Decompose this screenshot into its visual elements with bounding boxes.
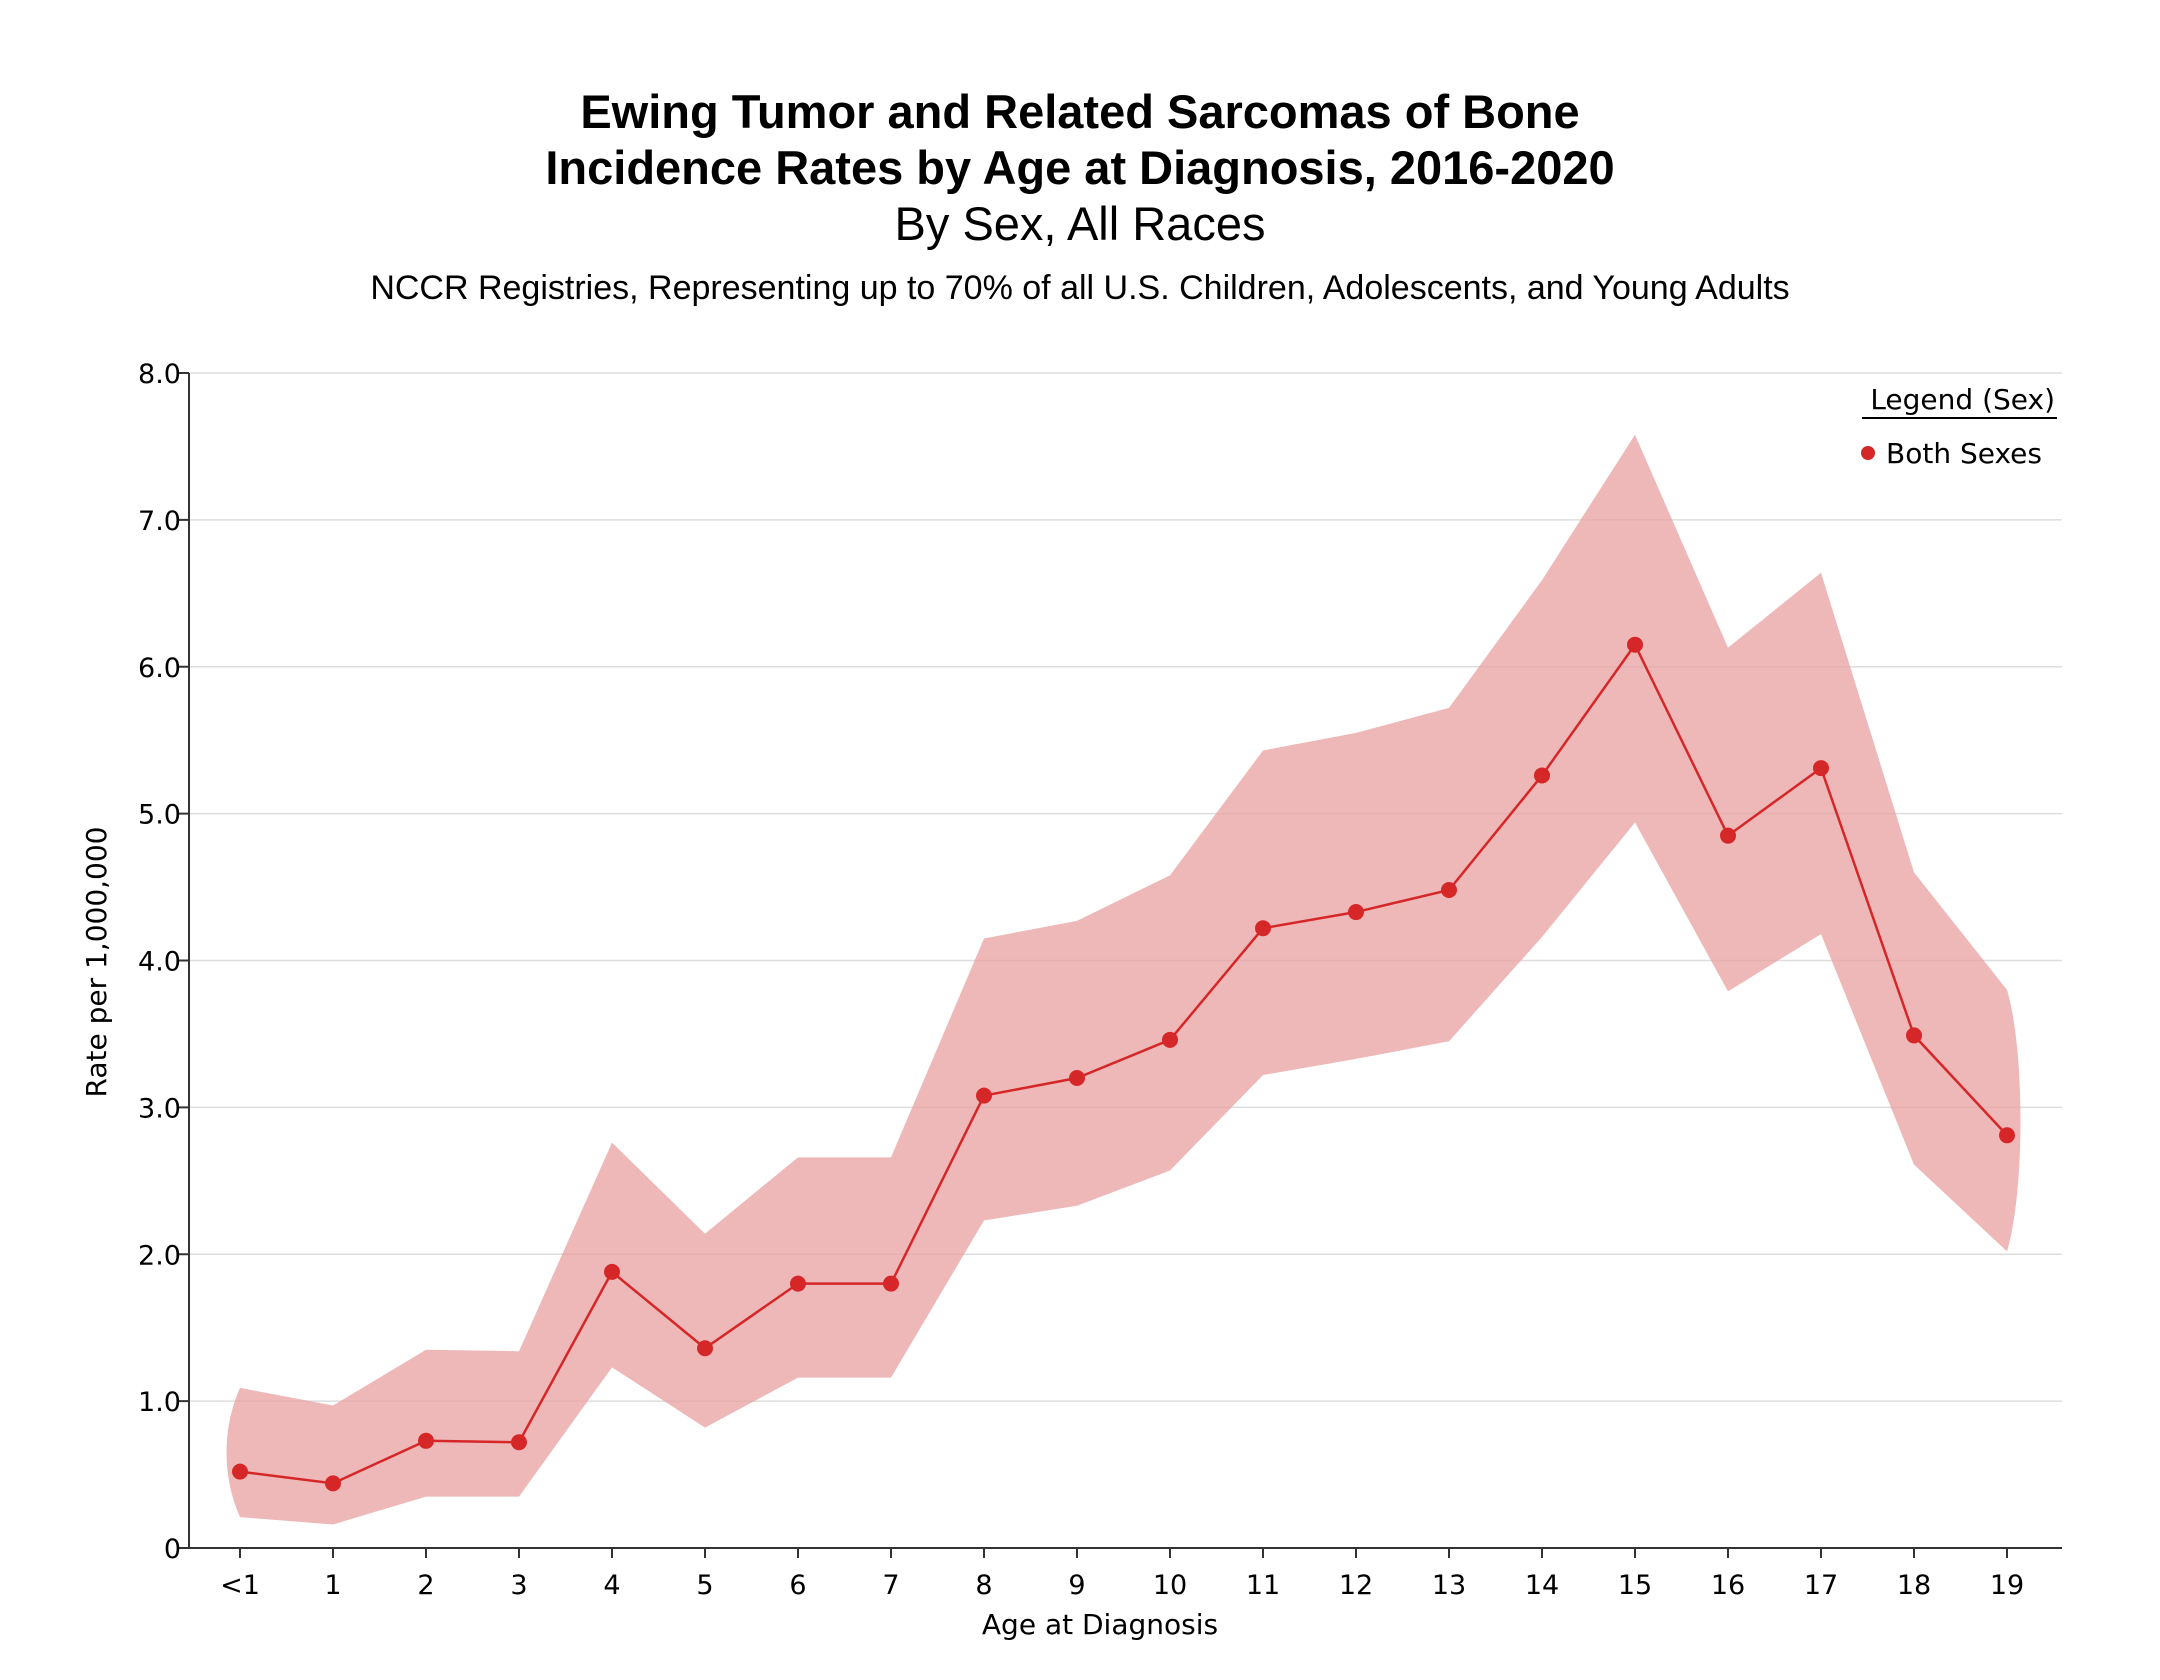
x-tick-label: 3 [510, 1570, 527, 1601]
x-tick-label: 16 [1711, 1570, 1745, 1601]
y-axis-ticks: 0 1.0 2.0 3.0 4.0 5.0 6.0 7.0 8.0 [138, 359, 189, 1565]
x-tick-label: 4 [603, 1570, 620, 1601]
data-point[interactable] [418, 1432, 434, 1449]
data-point[interactable] [1534, 767, 1550, 784]
data-point[interactable] [232, 1463, 248, 1480]
data-point[interactable] [1255, 920, 1271, 937]
x-tick-label: 12 [1339, 1570, 1373, 1601]
data-point[interactable] [325, 1475, 341, 1492]
confidence-bands [226, 434, 2021, 1525]
grid-lines [189, 372, 2062, 1402]
data-points [232, 636, 2015, 1492]
data-point[interactable] [1441, 882, 1457, 898]
data-point[interactable] [1999, 1127, 2015, 1144]
series-lines [239, 642, 2008, 1485]
chart-subtitle: Incidence Rates by Age at Diagnosis, 201… [545, 141, 1615, 194]
chart-title: Ewing Tumor and Related Sarcomas of Bone [580, 85, 1580, 138]
y-tick-label: 7.0 [138, 506, 181, 537]
y-axis-label: Rate per 1,000,000 [80, 826, 113, 1097]
data-point[interactable] [1627, 636, 1643, 653]
y-tick-label: 2.0 [138, 1240, 181, 1271]
y-tick-label: 3.0 [138, 1093, 181, 1124]
x-tick-label: 19 [1990, 1570, 2024, 1601]
y-tick-label: 5.0 [138, 800, 181, 831]
data-point[interactable] [1069, 1070, 1085, 1086]
y-tick-label: 1.0 [138, 1387, 181, 1418]
y-tick-label: 6.0 [138, 653, 181, 684]
x-tick-label: 18 [1897, 1570, 1931, 1601]
data-point[interactable] [604, 1263, 620, 1280]
x-tick-label: 15 [1618, 1570, 1652, 1601]
data-point[interactable] [1162, 1031, 1178, 1048]
x-axis-label: Age at Diagnosis [982, 1608, 1218, 1641]
x-tick-label: 17 [1804, 1570, 1838, 1601]
legend-item-both-sexes[interactable]: Both Sexes [1861, 437, 2042, 470]
confidence-band [226, 434, 2021, 1525]
x-tick-label: 2 [417, 1570, 434, 1601]
data-point[interactable] [976, 1087, 992, 1104]
legend-marker [1861, 446, 1875, 460]
chart-titles: Ewing Tumor and Related Sarcomas of Bone… [0, 84, 2160, 310]
x-tick-label: 9 [1068, 1570, 1085, 1601]
x-tick-label: 7 [882, 1570, 899, 1601]
data-point[interactable] [790, 1275, 806, 1292]
legend-title: Legend (Sex) [1870, 383, 2055, 416]
y-tick-label: 4.0 [138, 947, 181, 978]
x-tick-label: 14 [1525, 1570, 1559, 1601]
data-point[interactable] [1348, 904, 1364, 921]
chart-subtitle-2: By Sex, All Races [894, 197, 1266, 250]
data-point[interactable] [883, 1275, 899, 1292]
y-tick-label: 8.0 [138, 359, 181, 390]
legend: Legend (Sex) Both Sexes [1861, 383, 2057, 470]
data-point[interactable] [511, 1434, 527, 1451]
data-point[interactable] [697, 1340, 713, 1357]
data-point[interactable] [1813, 760, 1829, 777]
x-tick-label: 6 [789, 1570, 806, 1601]
x-tick-label: 1 [324, 1570, 341, 1601]
legend-item-label: Both Sexes [1886, 437, 2042, 470]
x-tick-label: <1 [220, 1570, 260, 1601]
x-tick-label: 8 [975, 1570, 992, 1601]
x-tick-label: 11 [1246, 1570, 1280, 1601]
x-tick-label: 13 [1432, 1570, 1466, 1601]
x-tick-label: 10 [1153, 1570, 1187, 1601]
data-point[interactable] [1906, 1027, 1922, 1044]
y-tick-label: 0 [164, 1534, 181, 1565]
x-tick-label: 5 [696, 1570, 713, 1601]
data-point[interactable] [1720, 827, 1736, 844]
series-line [239, 642, 2008, 1485]
chart-subtitle-3: NCCR Registries, Representing up to 70% … [370, 269, 1790, 307]
x-axis-ticks: <1 1 2 3 4 5 6 7 8 9 10 11 12 13 14 15 16 17 18 19 [220, 1548, 2024, 1601]
